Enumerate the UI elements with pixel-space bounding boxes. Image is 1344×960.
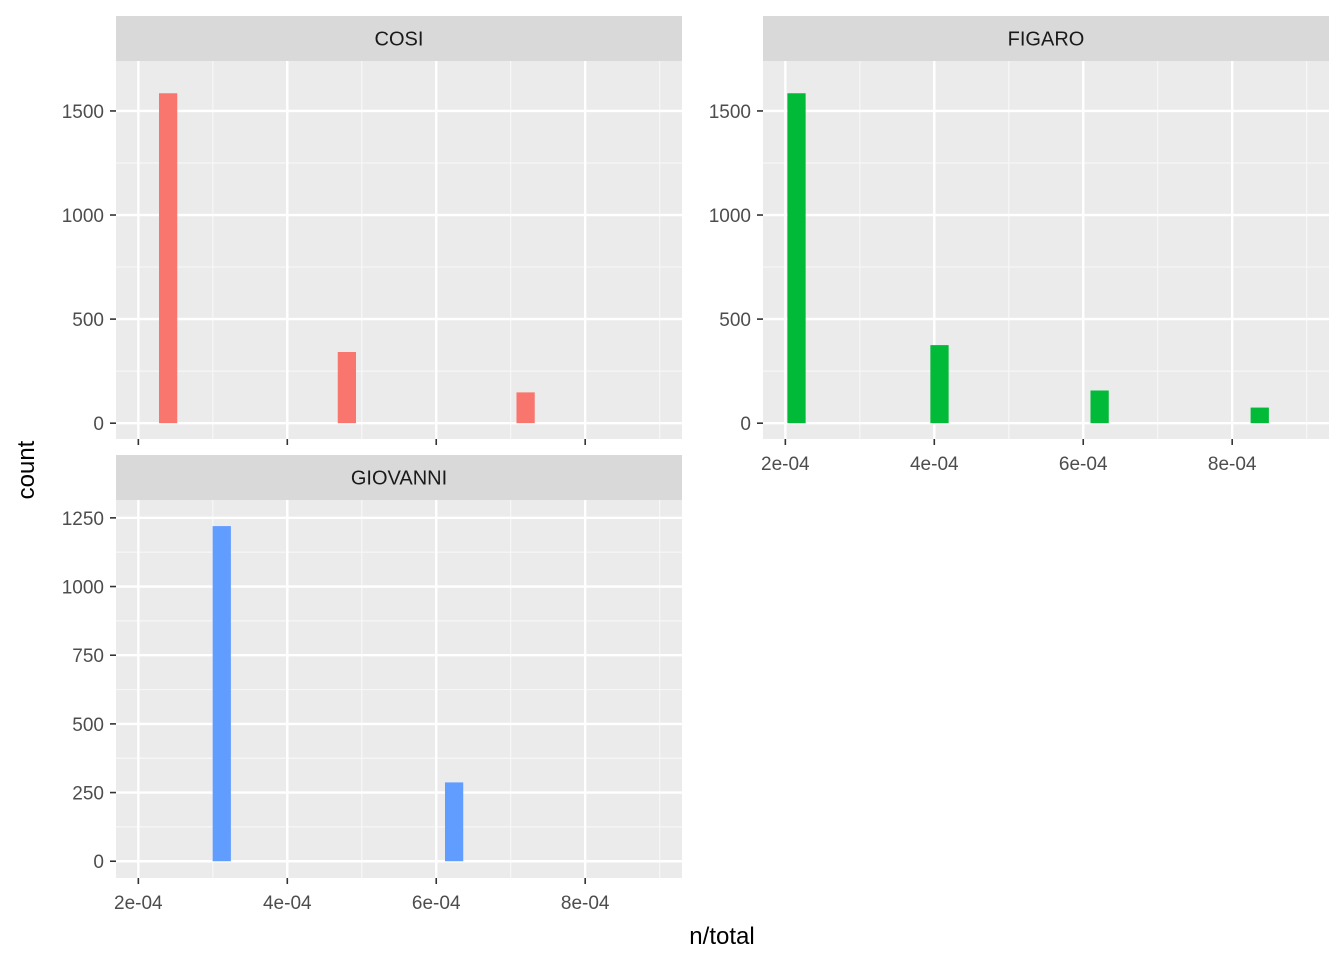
panel-background	[763, 61, 1329, 439]
x-tick-label: 6e-04	[412, 893, 461, 914]
panel-cosi: COSI 0 500 1000 1500	[62, 16, 682, 445]
facet-label: COSI	[375, 29, 424, 51]
histogram-bar	[1250, 407, 1269, 424]
y-tick-label: 0	[93, 852, 104, 873]
y-axis-title: count	[13, 440, 40, 499]
y-tick-label: 1000	[62, 206, 104, 227]
y-tick-label: 1000	[62, 578, 104, 599]
y-tick-label: 750	[72, 646, 104, 667]
histogram-bar	[1090, 390, 1109, 424]
facet-strip	[763, 16, 1329, 61]
y-tick-label: 500	[719, 310, 751, 331]
histogram-bar	[159, 93, 178, 424]
y-tick-label: 500	[72, 715, 104, 736]
y-tick-label: 1500	[62, 102, 104, 123]
y-tick-label: 1000	[709, 206, 751, 227]
x-tick-label: 4e-04	[263, 893, 312, 914]
histogram-bar	[930, 345, 949, 424]
histogram-bar	[516, 392, 535, 424]
facet-strip	[116, 455, 682, 500]
panel-figaro: FIGARO 0 500 1000 1500 2e-04 4e-04 6e-04 8e-04	[709, 16, 1329, 475]
x-tick-label: 6e-04	[1059, 454, 1108, 475]
facet-strip	[116, 16, 682, 61]
histogram-bar	[337, 351, 356, 424]
y-tick-label: 250	[72, 784, 104, 805]
x-tick-label: 2e-04	[761, 454, 810, 475]
x-tick-label: 4e-04	[910, 454, 959, 475]
y-tick-label: 0	[93, 414, 104, 435]
facet-label: FIGARO	[1008, 29, 1085, 51]
facet-label: GIOVANNI	[351, 468, 447, 490]
x-tick-label: 8e-04	[1208, 454, 1257, 475]
y-tick-label: 500	[72, 310, 104, 331]
x-tick-label: 2e-04	[114, 893, 163, 914]
panel-background	[116, 61, 682, 439]
histogram-bar	[212, 526, 231, 862]
histogram-bar	[787, 93, 806, 424]
x-axis-title: n/total	[689, 923, 754, 950]
x-tick-label: 8e-04	[561, 893, 610, 914]
histogram-bar	[444, 782, 464, 862]
y-tick-label: 1500	[709, 102, 751, 123]
y-tick-label: 0	[740, 414, 751, 435]
y-tick-label: 1250	[62, 509, 104, 530]
panel-giovanni: GIOVANNI 0 250 500 750 1000 1250 2e-04 4e-04 6e-0…	[62, 455, 682, 914]
